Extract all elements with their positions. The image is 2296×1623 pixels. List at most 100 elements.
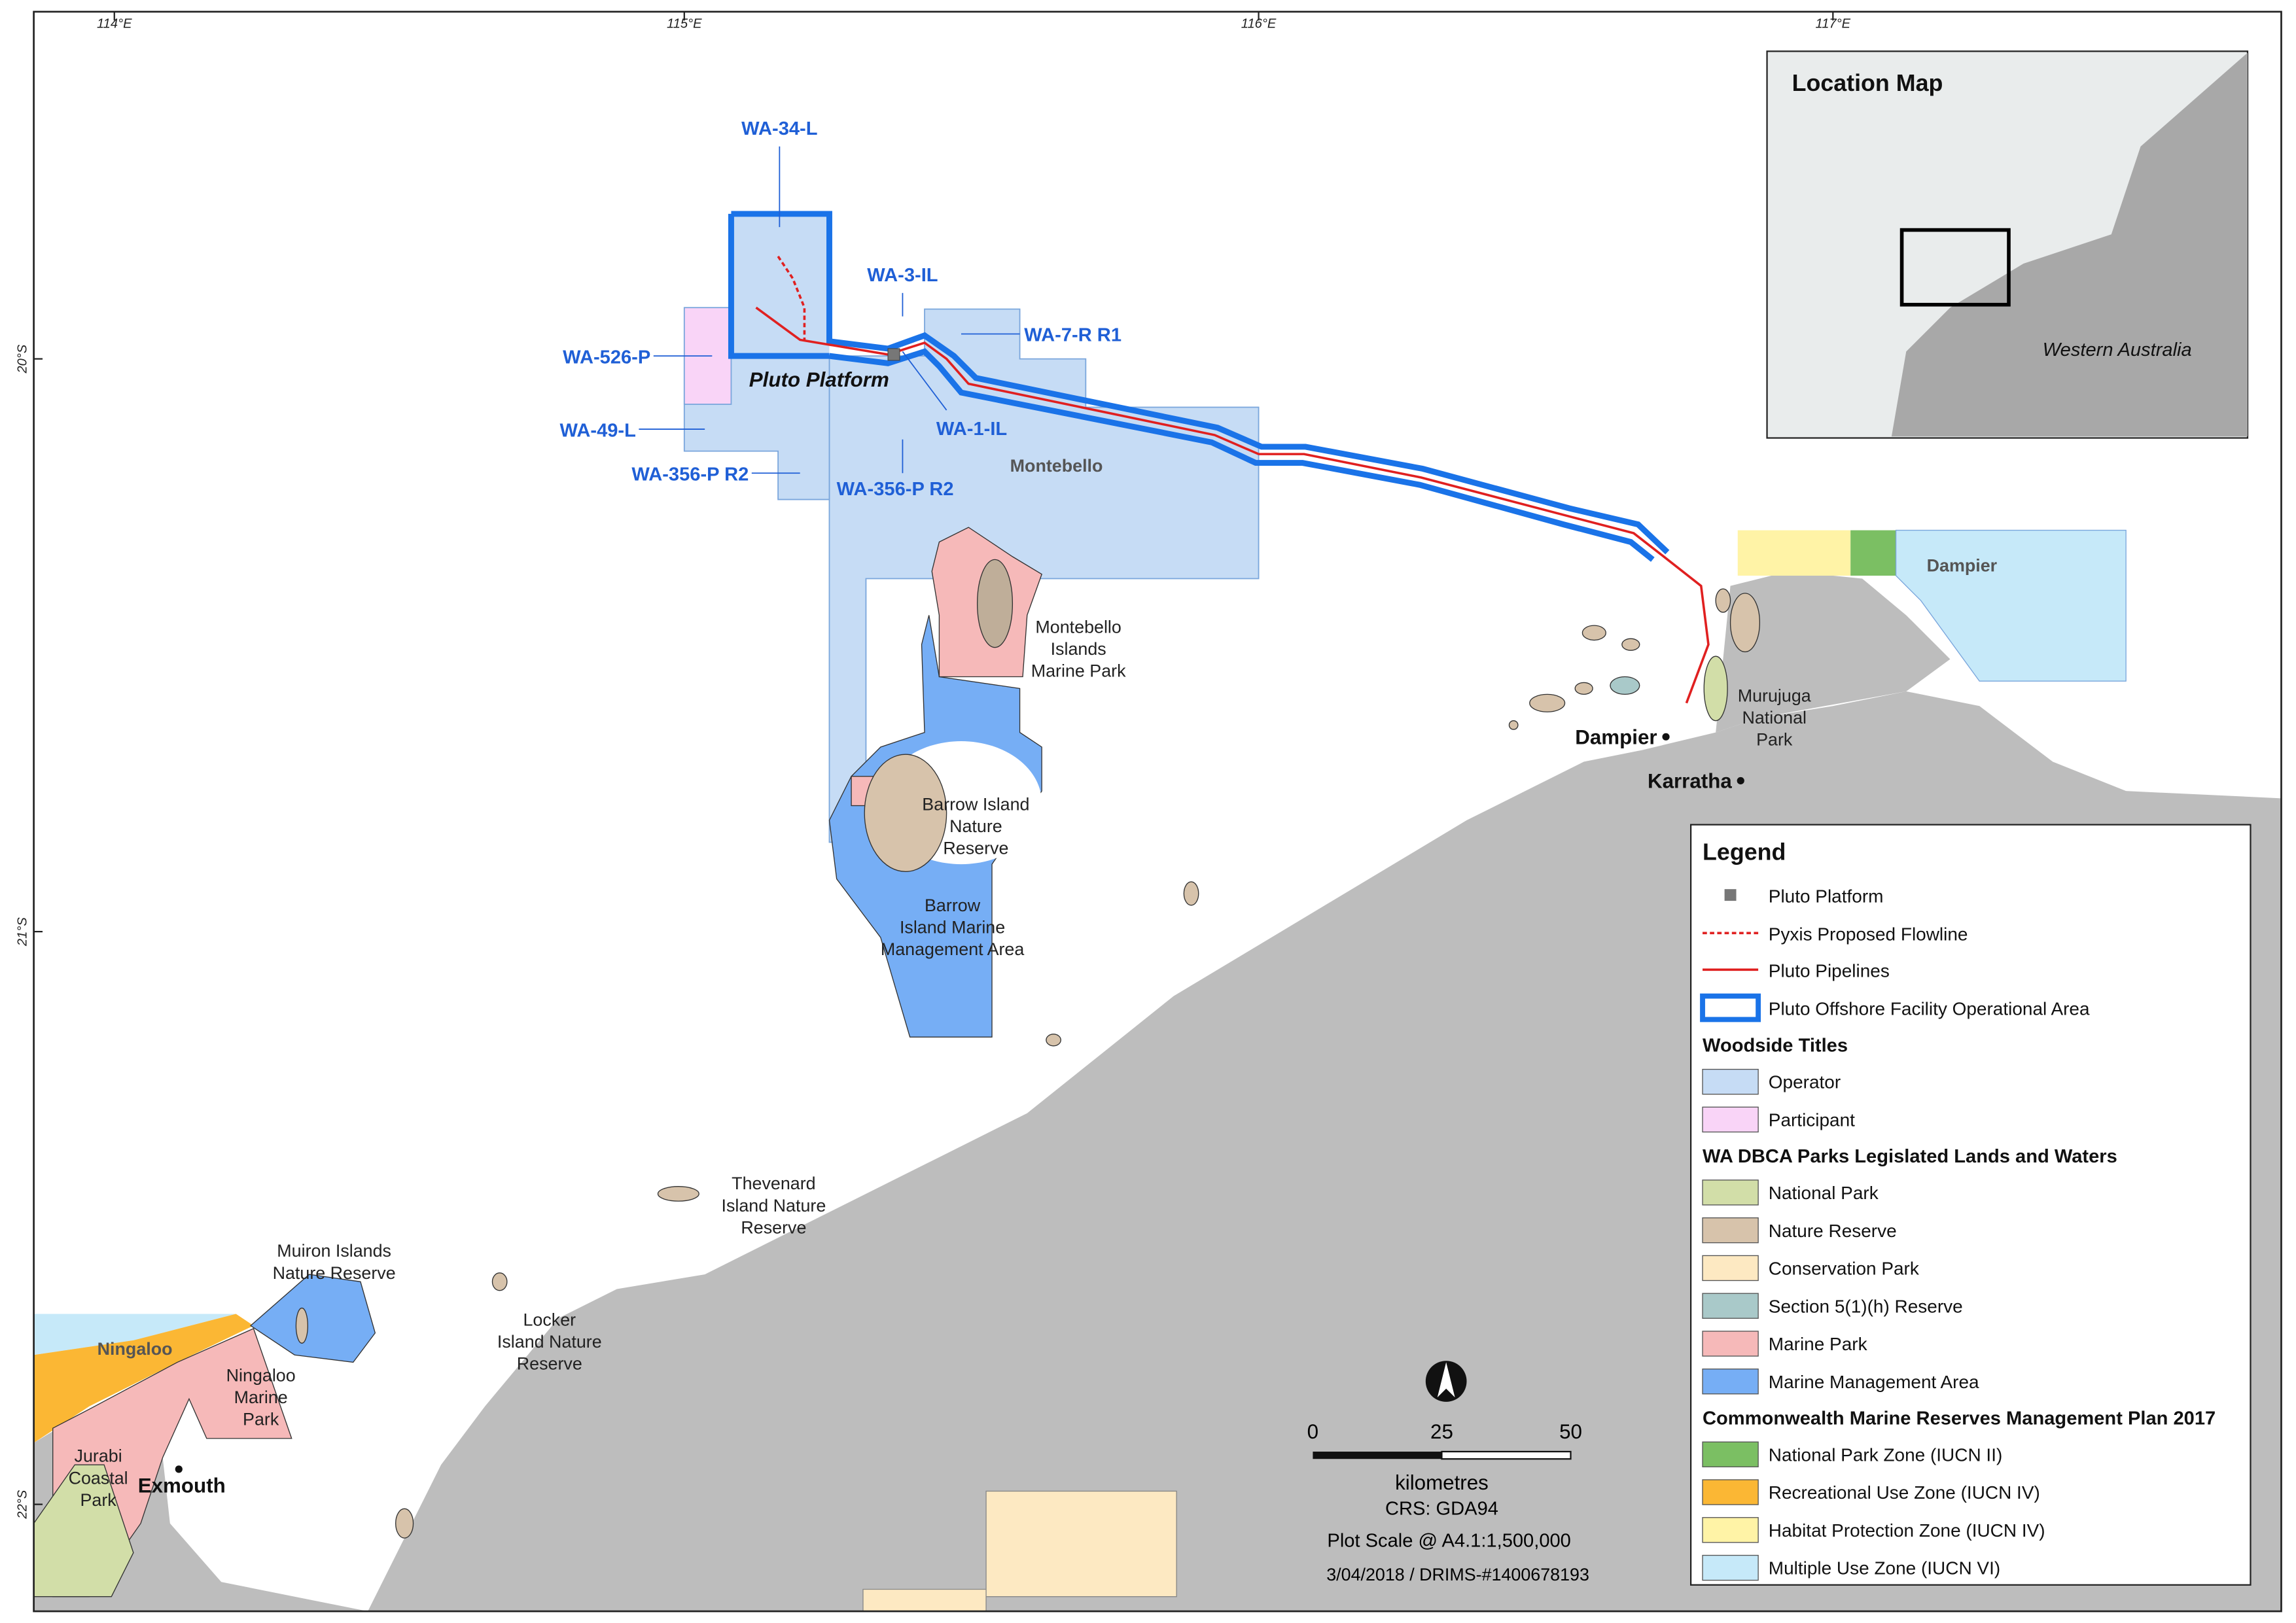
reference: 3/04/2018 / DRIMS-#1400678193 bbox=[1326, 1565, 1589, 1584]
flowline bbox=[777, 255, 806, 340]
town-label: Exmouth bbox=[138, 1475, 226, 1497]
permit-label: WA-34-L bbox=[741, 118, 817, 139]
town-label: Dampier bbox=[1575, 725, 1657, 748]
legend-item: Conservation Park bbox=[1769, 1259, 1920, 1279]
muiron-island bbox=[295, 1307, 309, 1344]
legend-symbol bbox=[1724, 889, 1737, 901]
scale-segment bbox=[1441, 1450, 1572, 1460]
legend-swatch bbox=[1702, 1331, 1759, 1357]
barrow-island bbox=[864, 754, 947, 872]
crs: CRS: GDA94 bbox=[1385, 1498, 1498, 1519]
montebello-islands bbox=[976, 559, 1014, 648]
permit-label: WA-7-R R1 bbox=[1024, 325, 1122, 346]
muiron-marine-area bbox=[249, 1274, 376, 1363]
place-label-line: Park bbox=[1756, 730, 1793, 750]
legend-swatch bbox=[1702, 1369, 1759, 1395]
place-labels: Montebello Islands Marine Park Barrow Islan… bbox=[69, 617, 1811, 1510]
place-label-line: Reserve bbox=[943, 838, 1008, 858]
map-frame bbox=[33, 10, 2282, 1613]
longitude-label: 115°E bbox=[667, 17, 702, 31]
town-label: Karratha bbox=[1648, 770, 1732, 793]
legend-item: Marine Management Area bbox=[1769, 1372, 1979, 1392]
scale-tick: 0 bbox=[1307, 1420, 1318, 1443]
place-label: Barrow Island Marine Management Area bbox=[881, 896, 1025, 959]
zone-label: Dampier bbox=[1927, 555, 1998, 575]
legend-entry: Pluto Offshore Facility Operational Area bbox=[1769, 999, 2090, 1019]
place-label-line: Nature bbox=[949, 816, 1002, 836]
place-label: Thevenard Island Nature Reserve bbox=[722, 1174, 826, 1237]
habitat-protection-zone bbox=[1737, 530, 1851, 576]
place-label-line: Management Area bbox=[881, 939, 1025, 959]
longitude-label: 117°E bbox=[1816, 17, 1851, 31]
place-label-line: Murujuga bbox=[1738, 686, 1811, 706]
legend-symbol bbox=[1700, 993, 1761, 1022]
place-label-line: Locker bbox=[523, 1310, 576, 1329]
place-label-line: Reserve bbox=[741, 1217, 806, 1237]
inset-region: Western Australia bbox=[2043, 340, 2192, 360]
operator-title bbox=[731, 213, 830, 357]
place-label-line: Park bbox=[80, 1490, 117, 1510]
place-label-line: Coastal bbox=[69, 1468, 128, 1488]
plot-scale: Plot Scale @ A4.1:1,500,000 bbox=[1327, 1531, 1570, 1552]
place-label: Barrow Island Nature Reserve bbox=[922, 794, 1029, 858]
pluto-platform bbox=[887, 348, 900, 361]
scale-unit: kilometres bbox=[1395, 1471, 1489, 1494]
legend-item: Recreational Use Zone (IUCN IV) bbox=[1769, 1482, 2040, 1503]
place-label-line: Park bbox=[243, 1410, 279, 1429]
place-label-line: Barrow bbox=[925, 896, 981, 915]
legend-swatch bbox=[1702, 1255, 1759, 1282]
longitude-label: 116°E bbox=[1241, 17, 1277, 31]
place-label-line: Island Marine bbox=[900, 917, 1005, 937]
pipeline bbox=[755, 306, 1710, 704]
scale-tick: 25 bbox=[1430, 1420, 1453, 1443]
legend-entry: Pluto Pipelines bbox=[1769, 961, 1890, 981]
place-label-line: Jurabi bbox=[75, 1446, 122, 1466]
permit-label: WA-356-P R2 bbox=[631, 464, 749, 485]
national-park-zone bbox=[1850, 530, 1896, 576]
legend-swatch bbox=[1702, 1106, 1759, 1133]
place-label-line: Island Nature bbox=[722, 1196, 826, 1215]
legend-item: Multiple Use Zone (IUCN VI) bbox=[1769, 1558, 2000, 1579]
place-label-line: Muiron Islands bbox=[277, 1241, 391, 1261]
place-label-line: Marine bbox=[234, 1387, 288, 1407]
permit-label: WA-3-IL bbox=[867, 265, 938, 286]
location-map: Location Map Western Australia bbox=[1766, 50, 2249, 439]
longitude-label: 114°E bbox=[97, 17, 132, 31]
legend-swatch bbox=[1702, 1293, 1759, 1319]
legend-swatch bbox=[1702, 1179, 1759, 1206]
place-label: Montebello Islands Marine Park bbox=[1031, 617, 1126, 680]
legend-item: Operator bbox=[1769, 1072, 1841, 1092]
legend-entry: Pluto Platform bbox=[1769, 886, 1884, 906]
legend-heading: WA DBCA Parks Legislated Lands and Water… bbox=[1703, 1146, 2117, 1167]
permit-label: WA-49-L bbox=[560, 420, 636, 441]
recreational-use-zone bbox=[33, 1314, 254, 1443]
permit-label: WA-356-P R2 bbox=[837, 479, 954, 500]
place-label-line: Thevenard bbox=[732, 1174, 815, 1193]
burrup-land bbox=[1716, 571, 1951, 733]
legend-item: Nature Reserve bbox=[1769, 1221, 1897, 1241]
place-label-line: Islands bbox=[1051, 639, 1106, 659]
scale-tick: 50 bbox=[1559, 1420, 1582, 1443]
latitude-label: 22°S bbox=[15, 1490, 29, 1519]
place-label-line: Montebello bbox=[1035, 617, 1121, 637]
inset-land bbox=[1891, 52, 2248, 437]
place-label-line: Island Nature bbox=[497, 1332, 602, 1352]
multiple-use-zone bbox=[1895, 529, 2127, 682]
place-label-line: Marine Park bbox=[1031, 661, 1126, 680]
legend-swatch bbox=[1702, 1068, 1759, 1095]
legend-swatch bbox=[1702, 1517, 1759, 1543]
place-label: Jurabi Coastal Park bbox=[69, 1446, 128, 1510]
latitude-label: 20°S bbox=[15, 344, 29, 374]
permit-label: WA-526-P bbox=[563, 347, 650, 368]
town-dot bbox=[1737, 777, 1744, 785]
north-arrow bbox=[1437, 1362, 1455, 1398]
graticule: 114°E 115°E 116°E 117°E 20°S 21°S 22°S bbox=[15, 11, 1851, 1520]
permit-label: WA-1-IL bbox=[936, 419, 1007, 440]
platform-label: Pluto Platform bbox=[749, 368, 889, 391]
place-label: Muiron Islands Nature Reserve bbox=[273, 1241, 396, 1283]
legend-item: Participant bbox=[1769, 1109, 1855, 1130]
place-label: Murujuga National Park bbox=[1738, 686, 1811, 750]
place-label: Ningaloo Marine Park bbox=[226, 1366, 296, 1429]
legend-item: Section 5(1)(h) Reserve bbox=[1769, 1296, 1963, 1316]
legend-item: Marine Park bbox=[1769, 1334, 1868, 1354]
